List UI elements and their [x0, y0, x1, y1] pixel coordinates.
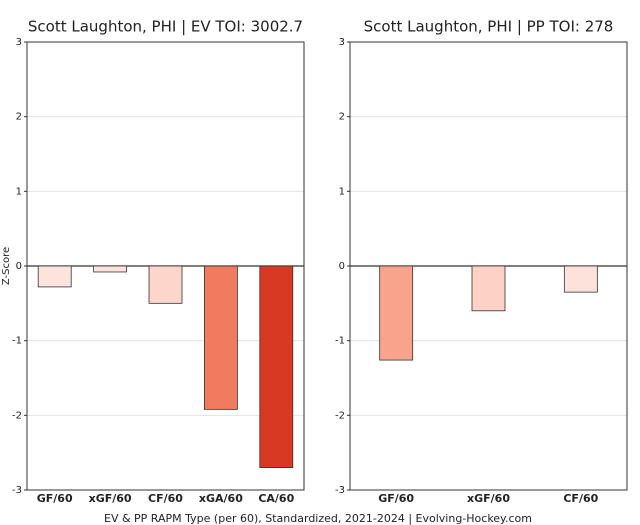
x-tick-label: xGA/60 — [199, 492, 243, 505]
bar — [37, 265, 72, 288]
y-tick-label: 3 — [16, 37, 22, 48]
x-tick-label: xGF/60 — [89, 492, 132, 505]
y-tick-label: -1 — [12, 336, 22, 347]
x-tick-label: GF/60 — [378, 492, 414, 505]
plot-frame — [26, 41, 305, 491]
bar — [203, 265, 238, 410]
y-tick-label: 0 — [339, 261, 345, 272]
bar — [563, 265, 598, 293]
x-tick-label: xGF/60 — [467, 492, 510, 505]
plot-frame — [349, 41, 628, 491]
x-tick-label: GF/60 — [37, 492, 73, 505]
y-tick-label: -3 — [335, 485, 345, 496]
x-tick-label: CF/60 — [563, 492, 598, 505]
bar — [148, 265, 183, 304]
y-axis-label: Z-Score — [1, 247, 12, 285]
caption: EV & PP RAPM Type (per 60), Standardized… — [104, 512, 532, 525]
chart-title: Scott Laughton, PHI | EV TOI: 3002.7 — [28, 18, 303, 36]
y-tick-label: 1 — [339, 186, 345, 197]
chart-title: Scott Laughton, PHI | PP TOI: 278 — [364, 18, 614, 36]
y-tick-label: -3 — [12, 485, 22, 496]
bar — [93, 265, 127, 273]
bar — [379, 265, 414, 361]
y-tick-label: 3 — [339, 37, 345, 48]
y-tick-label: 2 — [16, 112, 22, 123]
x-tick-label: CF/60 — [148, 492, 183, 505]
y-tick-label: 1 — [16, 186, 22, 197]
y-tick-label: -2 — [335, 410, 345, 421]
y-tick-label: -1 — [335, 336, 345, 347]
bar — [471, 265, 506, 312]
x-tick-label: CA/60 — [258, 492, 294, 505]
y-tick-label: 2 — [339, 112, 345, 123]
y-tick-label: 0 — [16, 261, 22, 272]
bar — [259, 265, 294, 469]
y-tick-label: -2 — [12, 410, 22, 421]
